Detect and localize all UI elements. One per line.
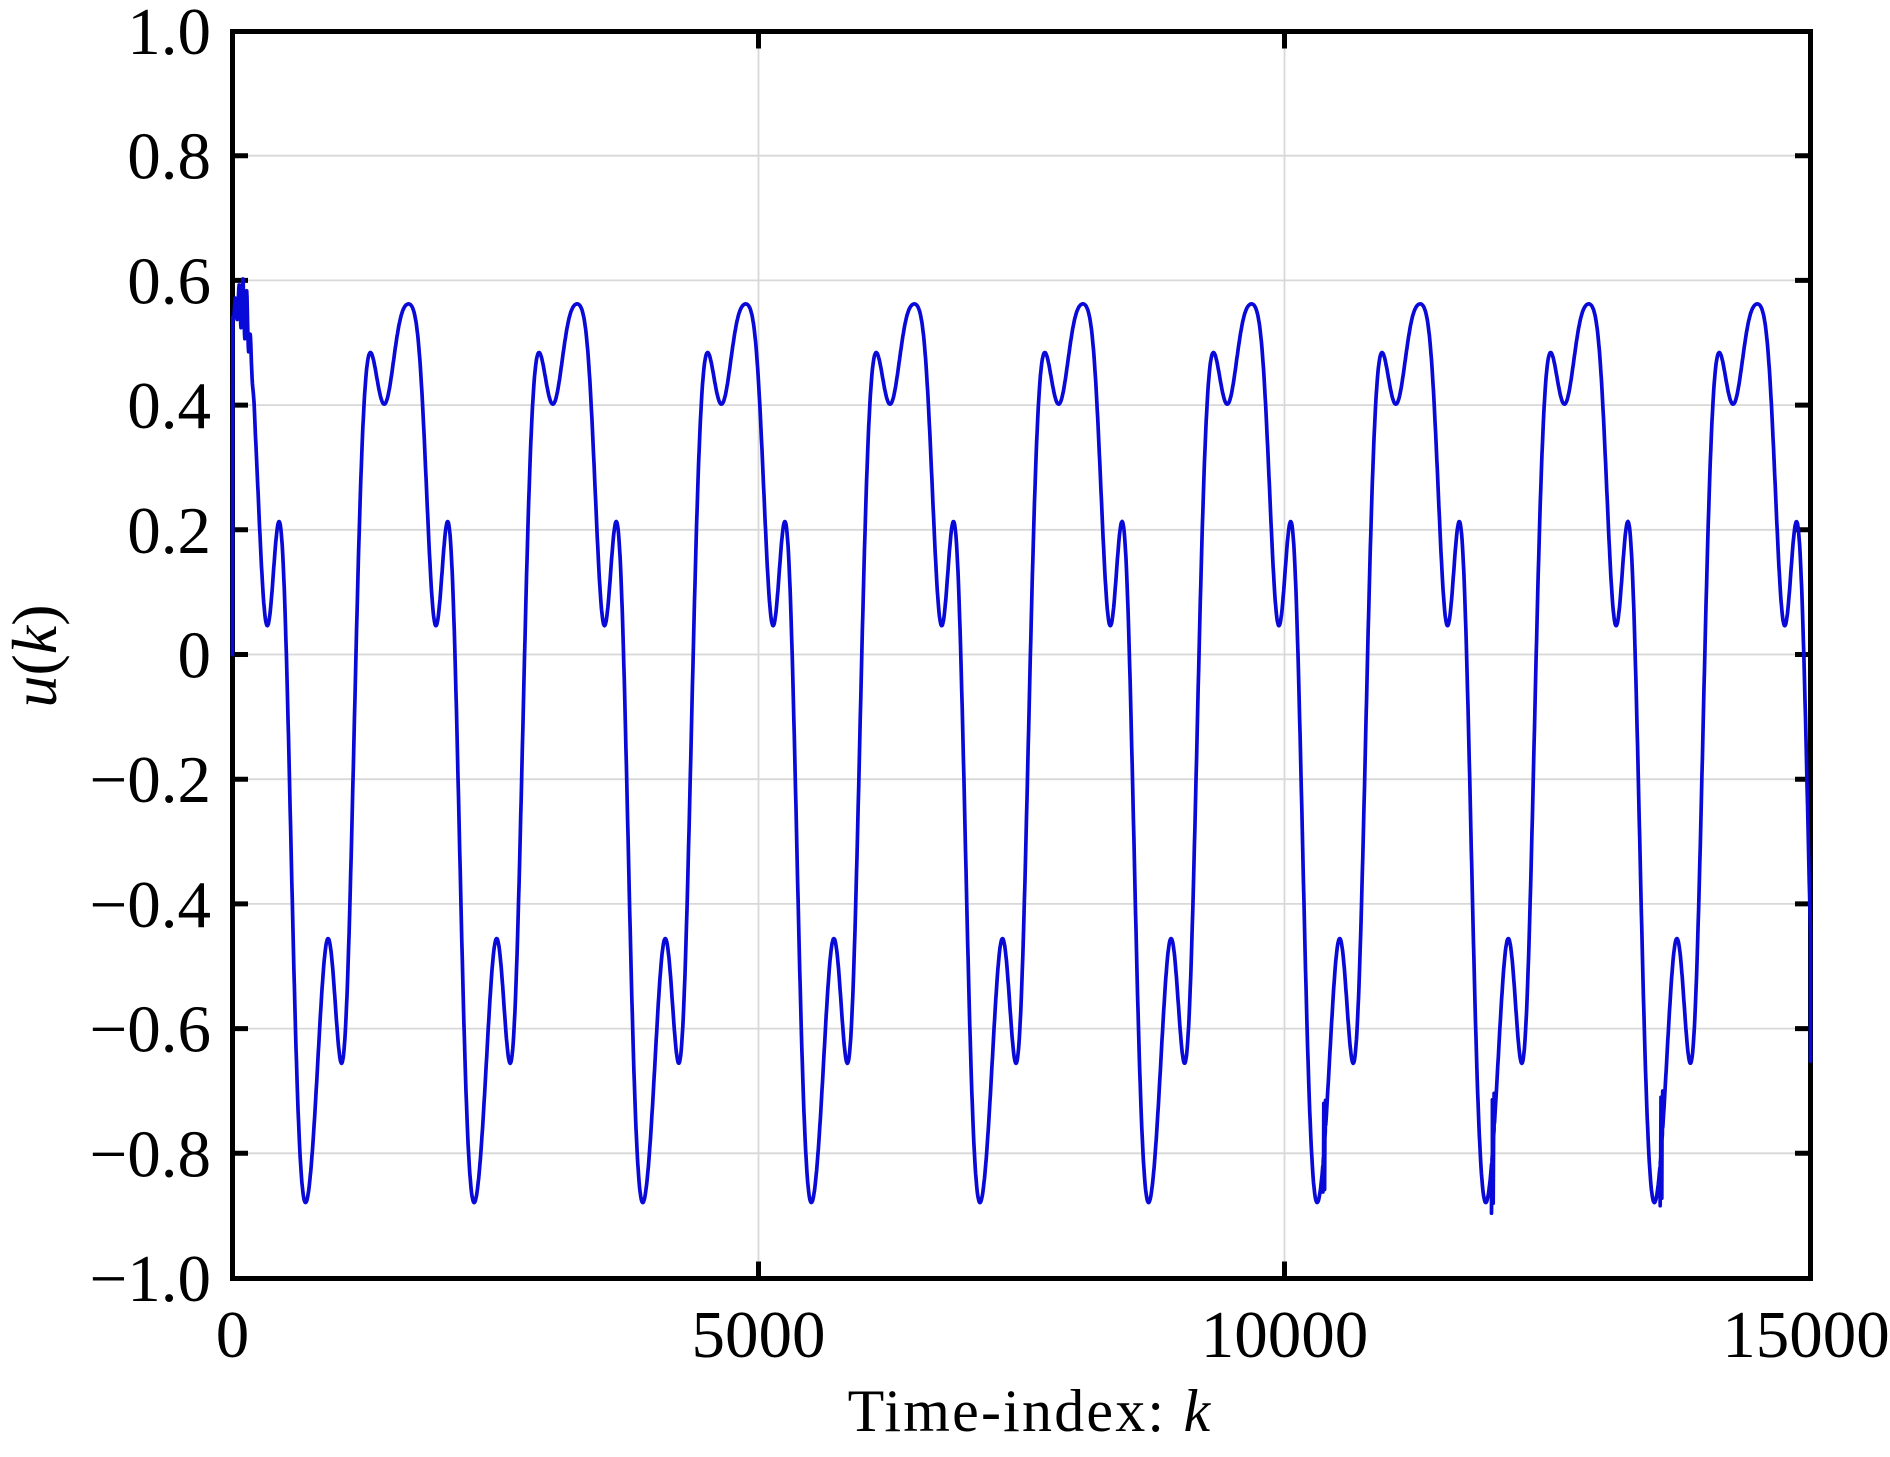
svg-text:15000: 15000 [1722,1298,1890,1372]
svg-text:0: 0 [216,1298,250,1372]
svg-text:5000: 5000 [692,1298,826,1372]
svg-text:0.8: 0.8 [127,120,211,194]
svg-text:0: 0 [178,619,212,693]
svg-text:Time-index: k: Time-index: k [848,1378,1213,1444]
svg-text:−0.2: −0.2 [89,743,211,817]
svg-text:10000: 10000 [1201,1298,1369,1372]
svg-text:−1.0: −1.0 [89,1242,211,1316]
svg-text:u(k): u(k) [0,604,70,707]
svg-text:−0.8: −0.8 [89,1117,211,1191]
svg-text:1.0: 1.0 [127,0,211,69]
svg-text:0.2: 0.2 [127,494,211,568]
svg-text:0.6: 0.6 [127,244,211,318]
svg-text:−0.6: −0.6 [89,993,211,1067]
svg-text:0.4: 0.4 [127,369,211,443]
svg-text:−0.4: −0.4 [89,868,211,942]
